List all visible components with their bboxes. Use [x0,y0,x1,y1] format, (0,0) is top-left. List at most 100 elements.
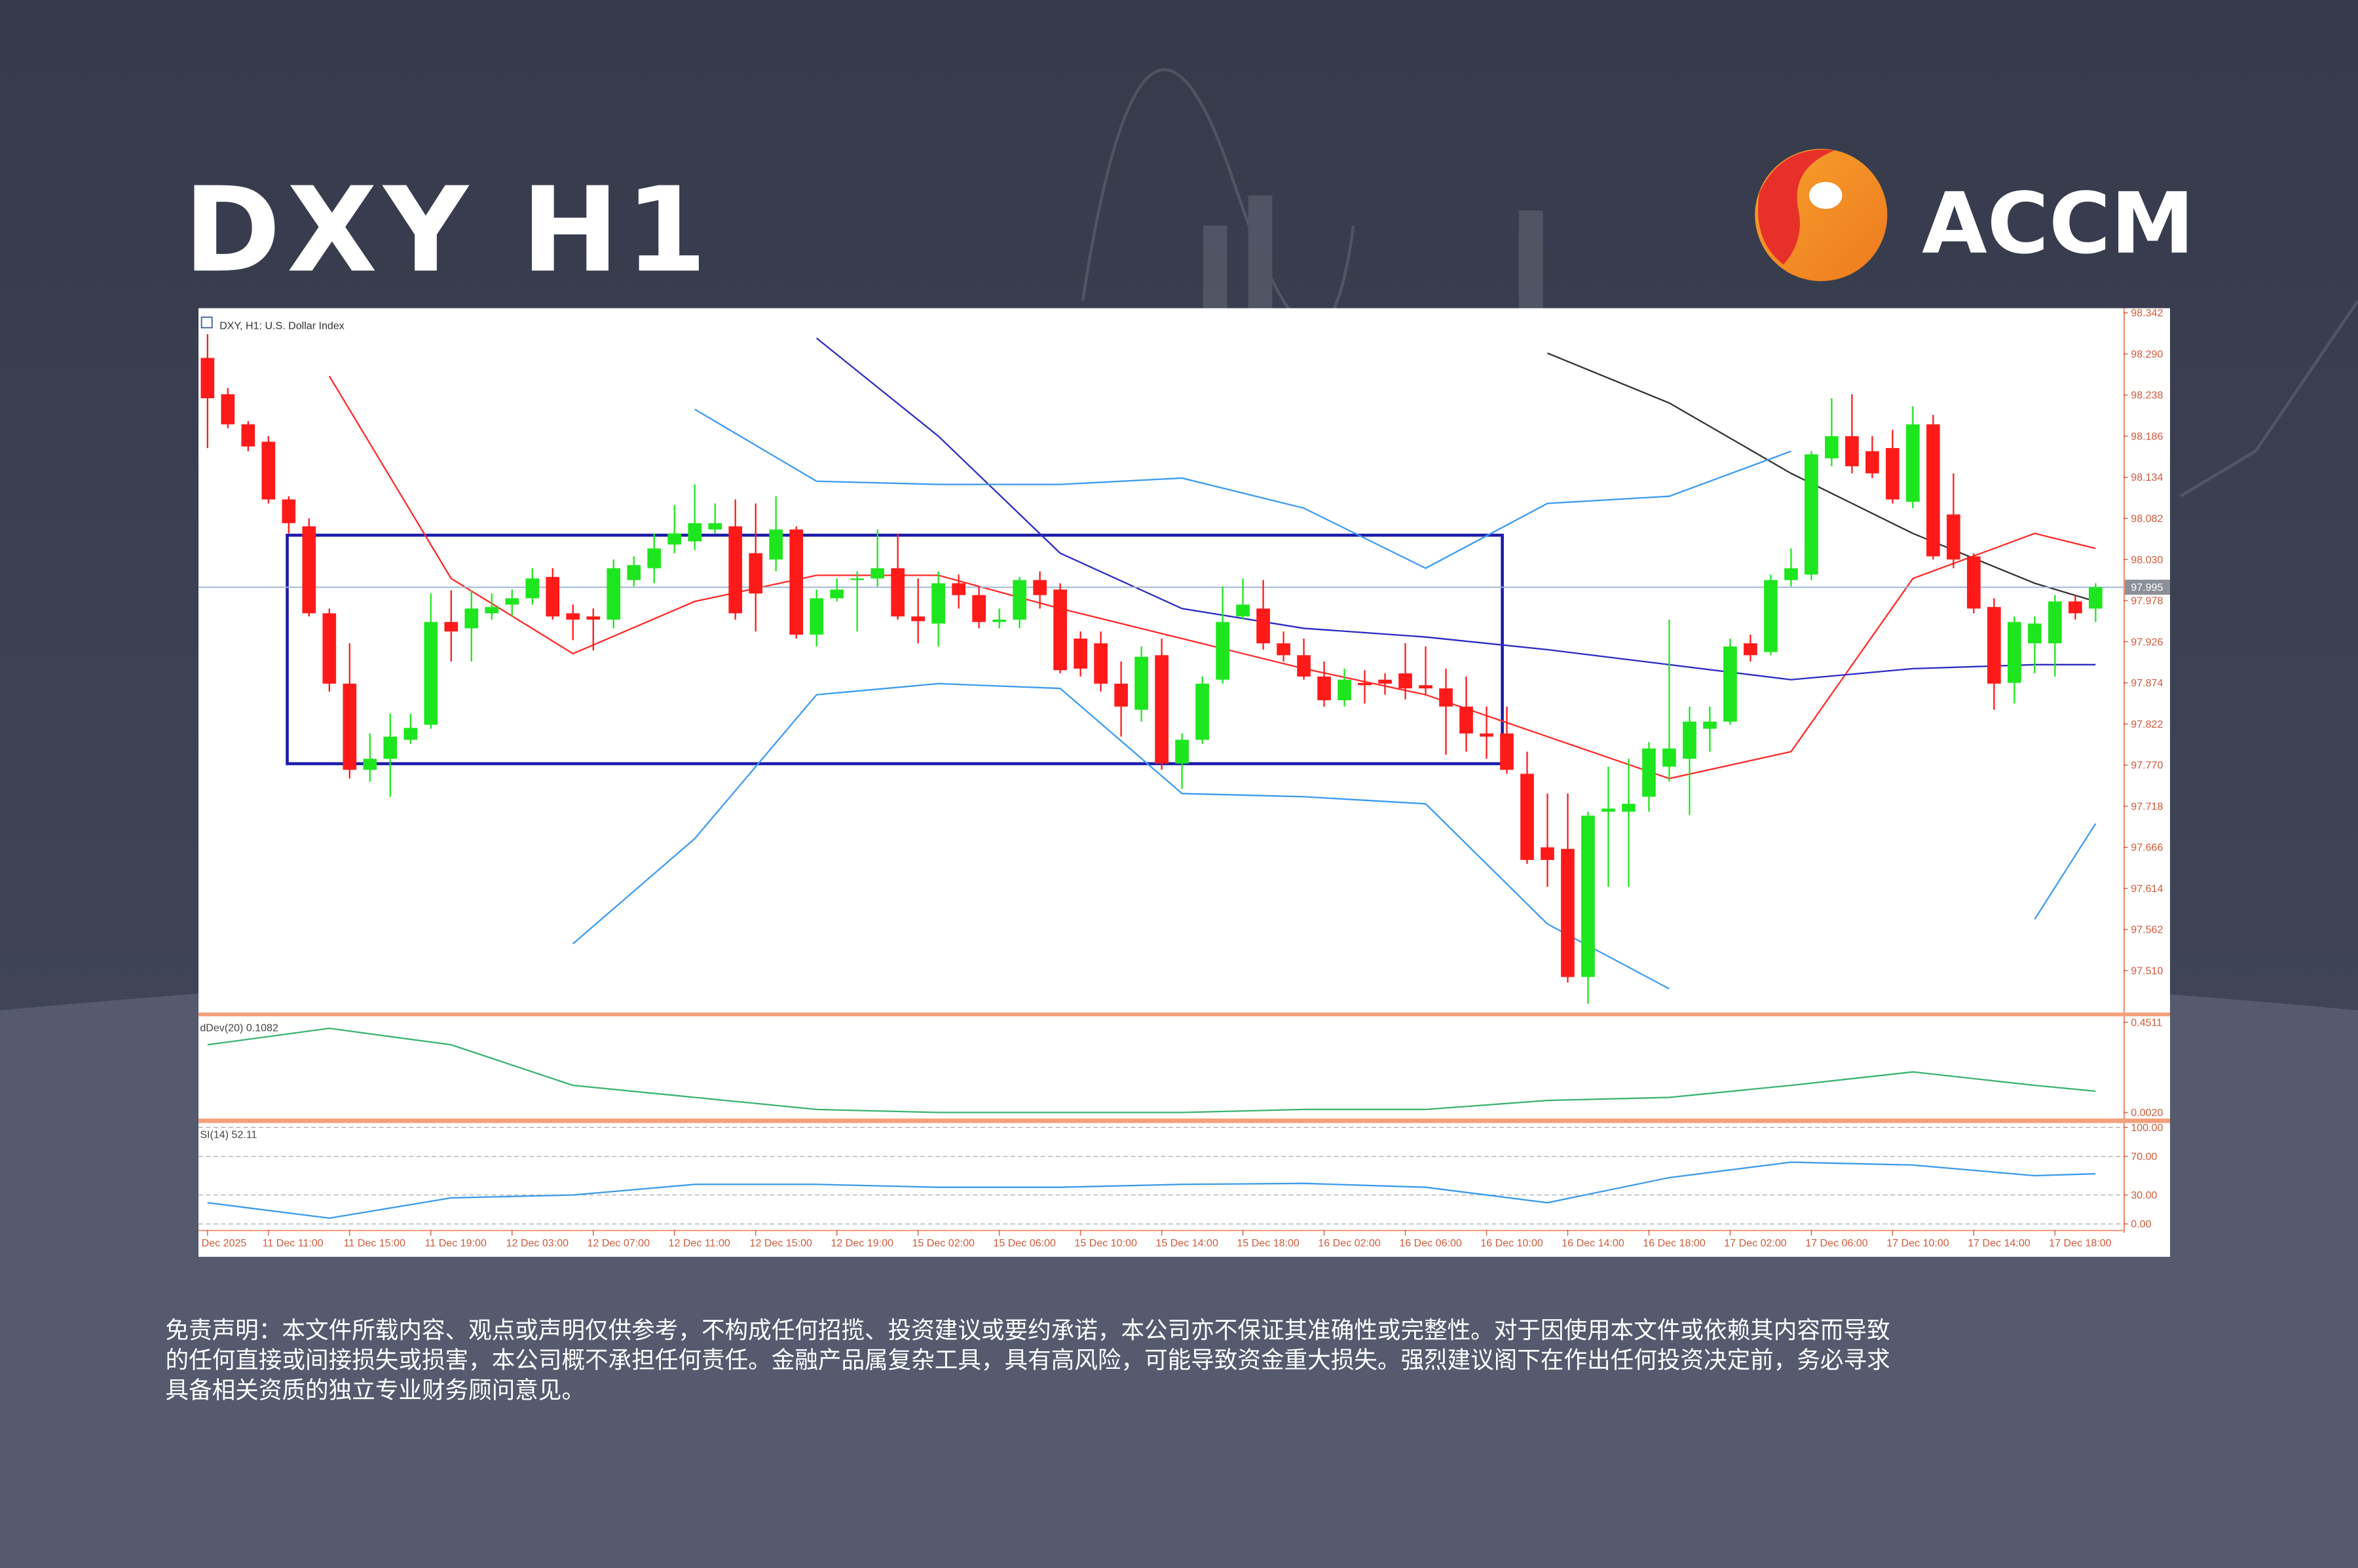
candle-body [911,616,925,622]
x-tick-label: 17 Dec 06:00 [1805,1237,1868,1249]
candle-body [241,424,255,447]
candle-body [972,595,986,622]
candle-body [403,728,418,740]
candle-body [1480,733,1493,737]
y-tick-label: 97.822 [2131,719,2163,730]
candle-body [1906,424,1920,502]
candle-body [1541,847,1554,860]
decor-bar [1518,210,1543,308]
stddev-panel [207,1027,2096,1113]
y-tick-label: 98.342 [2131,307,2163,319]
y-tick-label: 98.186 [2131,430,2163,442]
candle-body [1155,655,1169,764]
candle-body [1561,849,1575,977]
candle-body [1338,679,1351,701]
candle-body [505,598,519,605]
x-tick-label: 15 Dec 18:00 [1237,1237,1300,1249]
x-tick-label: 11 Dec 15:00 [344,1237,405,1249]
candle-body [525,578,540,599]
disclaimer-line: 的任何直接或间接损失或损害，本公司概不承担任何责任。金融产品属复杂工具，具有高风… [166,1347,1890,1374]
y-tick-label: 97.510 [2131,965,2163,977]
candle-body [749,553,763,594]
candle-body [1967,556,1981,609]
price-panel [198,334,2124,1004]
chart-area [198,308,2171,1257]
x-tick-label: 16 Dec 06:00 [1399,1237,1462,1249]
candle-body [1419,685,1432,689]
current-price-tag [2125,580,2171,595]
candle-body [1581,815,1595,977]
candle-body [1845,436,1859,466]
candle-body [261,441,276,500]
candle-body [1622,804,1636,812]
axes: 98.342 98.290 98.238 98.186 98.134 98.082 98.0… [202,307,2171,1249]
indicator-line [815,337,2096,681]
indicator-line [694,408,1791,569]
indicator-line [207,1161,2096,1220]
logo: ACCM [1755,149,2194,282]
candle-body [1134,656,1148,710]
y-tick-label: 0.4511 [2131,1017,2162,1028]
candle-body [200,358,215,399]
y-tick-label: 97.978 [2131,595,2163,607]
candle-body [566,613,580,620]
panel-title: SI(14) 52.11 [200,1129,257,1141]
decor-bar [1203,225,1227,308]
range-box [286,533,1504,766]
candle-body [1297,655,1311,677]
logo-swirl [1758,149,1835,265]
x-tick-label: 12 Dec 07:00 [588,1237,650,1249]
x-tick-label: 16 Dec 02:00 [1318,1237,1381,1249]
candle-body [1236,605,1250,617]
candle-body [1317,676,1331,701]
candle-body [1601,808,1615,812]
candle-body [586,616,601,620]
y-tick-label: 98.290 [2131,348,2163,360]
y-tick-label: 0.00 [2131,1218,2151,1230]
candle-body [1053,589,1067,671]
candle-body [282,499,296,523]
candle-body [850,578,865,580]
disclaimer-line: 免责声明：本文件所载内容、观点或声明仅供参考，不构成任何招揽、投资建议或要约承诺… [166,1317,1890,1344]
y-tick-label: 100.00 [2131,1122,2163,1134]
candle-body [485,607,499,614]
page-title: DXY H1 [183,162,713,299]
candle-body [1805,454,1818,575]
candle-body [424,622,438,725]
candle-body [464,608,479,629]
candle-body [1459,706,1473,734]
candle-body [1398,673,1412,689]
x-tick-label: 11 Dec 11:00 [263,1237,324,1249]
candle-body [810,598,824,635]
panel-separator [198,1118,2171,1123]
candle-body [647,548,662,569]
indicator-line [572,682,2097,990]
candle-body [302,526,316,614]
x-tick-label: 16 Dec 10:00 [1480,1237,1543,1249]
x-tick-label: 12 Dec 11:00 [669,1237,730,1249]
candle-body [1764,580,1778,652]
candle-body [2048,601,2062,644]
candle-body [1825,436,1839,458]
candle-body [1947,514,1960,560]
candle-body [221,394,235,424]
logo-dot [1808,181,1843,210]
y-tick-label: 98.134 [2131,472,2163,483]
y-tick-label: 97.718 [2131,800,2163,812]
candle-body [2028,624,2042,644]
x-tick-label: 17 Dec 02:00 [1724,1237,1787,1249]
x-tick-label: 15 Dec 02:00 [912,1237,975,1249]
candle-body [1662,748,1676,767]
y-tick-label: 0.0020 [2131,1107,2163,1119]
candle-body [1784,568,1798,580]
x-tick-label: 12 Dec 19:00 [831,1237,893,1249]
x-tick-label: 12 Dec 15:00 [750,1237,813,1249]
candle-body [931,583,945,624]
candle-body [708,523,722,530]
y-tick-label: 97.614 [2131,883,2163,895]
candle-body [1926,424,1940,557]
x-tick-label: 16 Dec 14:00 [1562,1237,1624,1249]
candle-body [363,758,377,770]
candle-body [343,683,357,770]
candle-body [1886,448,1900,500]
